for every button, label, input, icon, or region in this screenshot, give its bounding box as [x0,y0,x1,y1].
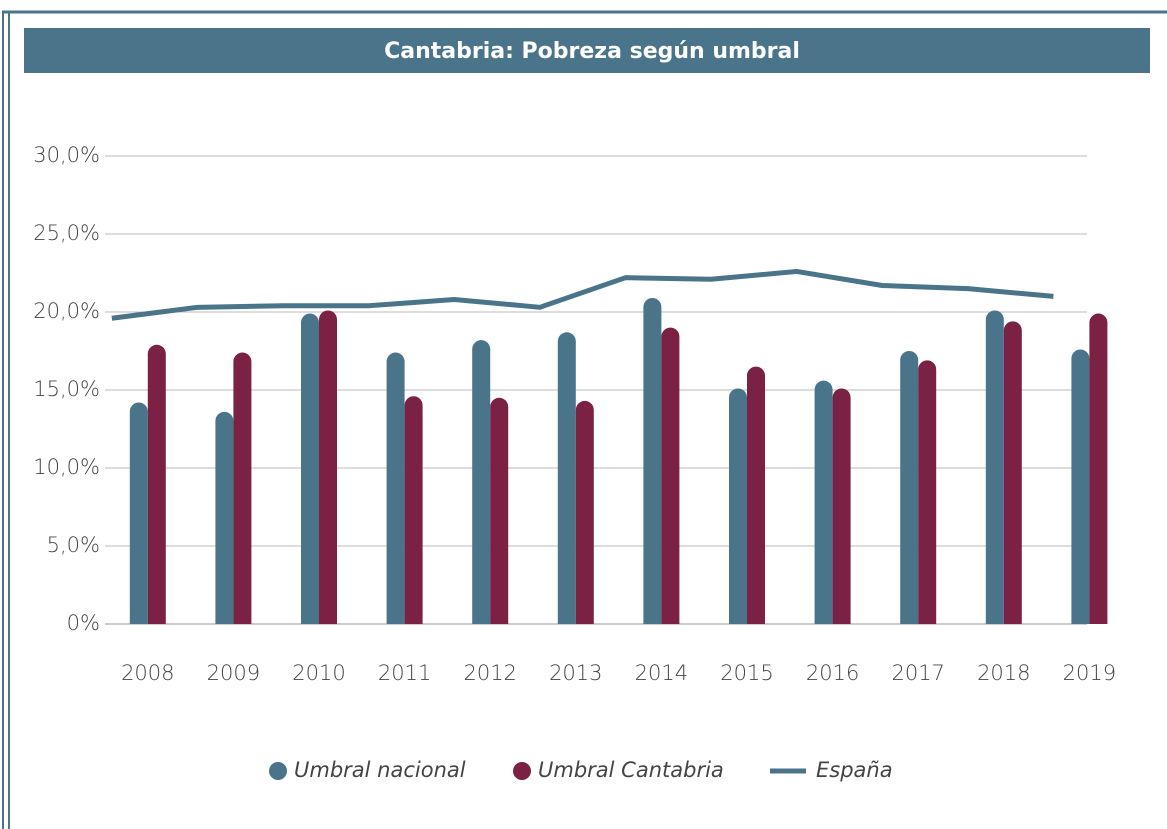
bar [832,388,851,624]
x-tick-label: 2010 [292,661,345,685]
bar [147,344,166,624]
line-series [111,268,1054,321]
y-tick-label: 10,0% [33,455,100,479]
x-tick-label: 2011 [378,661,431,685]
bar [918,360,937,624]
x-tick-label: 2017 [891,661,944,685]
x-tick-label: 2013 [549,661,602,685]
legend-swatch [269,762,287,780]
bar [729,388,747,624]
bar [643,297,662,624]
y-tick-label: 20,0% [33,299,100,323]
x-tick-label: 2009 [207,661,260,685]
y-tick-label: 0% [67,611,100,635]
bar [814,380,833,624]
bar [1003,321,1022,624]
bar [575,400,594,624]
chart-title: Cantabria: Pobreza según umbral [384,39,800,64]
bar [900,351,919,624]
x-tick-label: 2014 [635,661,688,685]
x-tick-label: 2008 [121,661,174,685]
bar [661,327,680,624]
bar [490,397,509,624]
bar [301,313,319,624]
bar [215,411,234,624]
bar [472,340,491,624]
x-tick-label: 2019 [1063,661,1116,685]
legend-swatch [513,762,531,780]
legend-label: Umbral Cantabria [538,758,724,782]
bar [1089,313,1108,624]
x-tick-label: 2015 [720,661,773,685]
bar [1071,349,1090,624]
bar [233,352,252,624]
bar [386,352,405,624]
bar [557,332,576,624]
bar [985,310,1004,624]
legend-label: Umbral nacional [294,758,466,782]
x-tick-label: 2016 [806,661,859,685]
x-tick-label: 2012 [463,661,516,685]
bar [129,402,148,624]
bar [747,366,765,624]
legend-label: España [816,758,893,782]
y-tick-label: 30,0% [33,143,100,167]
y-tick-label: 5,0% [47,533,100,557]
y-tick-label: 15,0% [33,377,100,401]
y-tick-label: 25,0% [33,221,100,245]
bar [319,310,337,624]
bar [404,396,423,624]
x-tick-label: 2018 [977,661,1030,685]
title-banner [24,28,1150,73]
